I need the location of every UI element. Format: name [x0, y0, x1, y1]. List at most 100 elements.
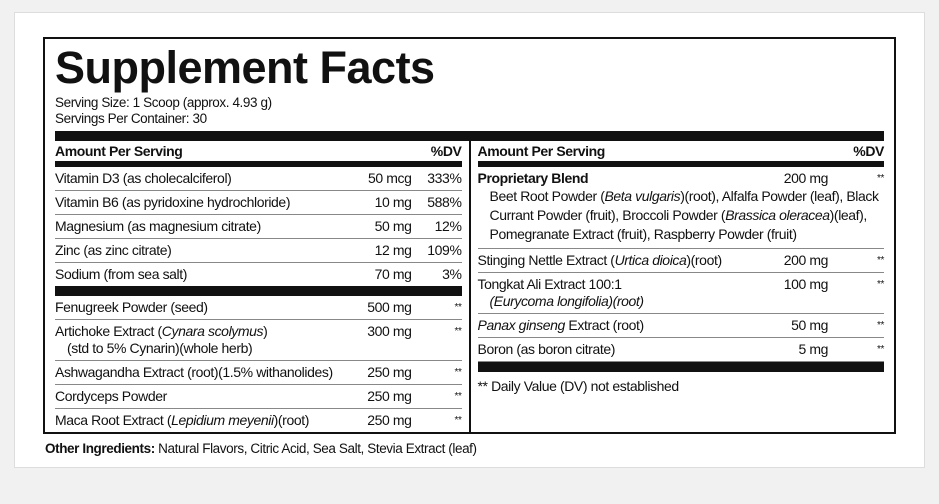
ingredient-amount: 250 mg — [367, 364, 412, 380]
ingredient-name: Ashwagandha Extract (root)(1.5% withanol… — [55, 364, 340, 381]
ingredient-dv: ** — [454, 415, 462, 426]
ingredient-amount: 200 mg — [783, 170, 829, 186]
ingredient-amount: 500 mg — [367, 299, 412, 315]
page-card: Supplement Facts Serving Size: 1 Scoop (… — [14, 12, 925, 468]
ingredient-dv: ** — [454, 302, 462, 313]
ingredient-row: Stinging Nettle Extract (Urtica dioica)(… — [477, 249, 884, 273]
text-segment: Stinging Nettle Extract ( — [477, 252, 615, 268]
text-segment: Cynara scolymus — [161, 323, 264, 339]
ingredient-amount: 50 mcg — [367, 170, 412, 186]
text-segment: Fenugreek Powder (seed) — [55, 299, 208, 315]
ingredient-name-line: Magnesium (as magnesium citrate) — [55, 218, 340, 235]
ingredient-amount: 50 mg — [791, 317, 828, 333]
text-segment: Cordyceps Powder — [55, 388, 167, 404]
ingredient-row: Proprietary Blend 200 mg ** — [478, 167, 885, 187]
ingredient-row: Ashwagandha Extract (root)(1.5% withanol… — [55, 361, 462, 385]
amount-header: Amount Per Serving — [477, 143, 606, 159]
ingredient-name: Fenugreek Powder (seed) — [55, 299, 340, 316]
ingredient-amount: 70 mg — [374, 266, 412, 282]
text-segment: Beet Root Powder ( — [489, 188, 605, 204]
ingredient-name: Vitamin D3 (as cholecalciferol) — [55, 170, 340, 187]
ingredient-row: Maca Root Extract (Lepidium meyenii)(roo… — [55, 409, 462, 432]
ingredient-name-line: Sodium (from sea salt) — [55, 266, 340, 283]
ingredient-name: Boron (as boron citrate) — [478, 341, 739, 358]
ingredient-name: Maca Root Extract (Lepidium meyenii)(roo… — [55, 412, 340, 429]
ingredient-row: Sodium (from sea salt) 70 mg 3% — [55, 263, 462, 286]
ingredient-dv: ** — [877, 255, 884, 266]
ingredient-name: Magnesium (as magnesium citrate) — [55, 218, 340, 235]
columns: Amount Per Serving %DV Vitamin D3 (as ch… — [55, 141, 884, 432]
right-group: Stinging Nettle Extract (Urtica dioica)(… — [477, 249, 884, 362]
ingredient-amount: 300 mg — [367, 323, 412, 339]
text-segment: Extract (root) — [564, 317, 644, 333]
ingredient-row: Magnesium (as magnesium citrate) 50 mg 12% — [55, 215, 462, 239]
text-segment: )(leaf), Pomegranate Extract (fruit), Ra… — [489, 207, 868, 242]
amount-header: Amount Per Serving — [55, 143, 183, 159]
supplement-facts-panel: Supplement Facts Serving Size: 1 Scoop (… — [43, 37, 896, 434]
ingredient-row: Zinc (as zinc citrate) 12 mg 109% — [55, 239, 462, 263]
ingredient-name-line: Fenugreek Powder (seed) — [55, 299, 340, 316]
text-segment: ) — [263, 323, 268, 339]
text-segment: )(root) — [686, 252, 722, 268]
ingredient-dv: ** — [877, 279, 884, 290]
ingredient-row: Artichoke Extract (Cynara scolymus) (std … — [55, 320, 462, 361]
ingredient-detail: (std to 5% Cynarin)(whole herb) — [55, 340, 340, 357]
text-segment: Boron (as boron citrate) — [477, 341, 616, 357]
ingredient-dv: 588% — [427, 194, 462, 210]
ingredient-amount: 250 mg — [367, 412, 412, 428]
text-segment: Artichoke Extract ( — [55, 323, 162, 339]
ingredient-dv: ** — [877, 320, 884, 331]
text-segment: (std to 5% Cynarin)(whole herb) — [67, 340, 253, 356]
ingredient-row: Panax ginseng Extract (root) 50 mg ** — [477, 314, 884, 338]
text-segment: Vitamin D3 (as cholecalciferol) — [55, 170, 232, 186]
blend-ingredients: Beet Root Powder (Beta vulgaris)(root), … — [477, 187, 884, 249]
column-header: Amount Per Serving %DV — [55, 141, 462, 167]
other-ingredients: Other Ingredients: Natural Flavors, Citr… — [43, 440, 896, 457]
text-segment: Magnesium (as magnesium citrate) — [55, 218, 261, 234]
text-segment: Zinc (as zinc citrate) — [55, 242, 172, 258]
ingredient-name-line: Panax ginseng Extract (root) — [478, 317, 739, 334]
ingredient-amount: 12 mg — [374, 242, 412, 258]
column-divider — [468, 141, 471, 432]
ingredient-dv: 109% — [427, 242, 462, 258]
ingredient-dv: ** — [877, 344, 884, 355]
ingredient-name: Zinc (as zinc citrate) — [55, 242, 340, 259]
servings-per-container: Servings Per Container: 30 — [55, 111, 207, 126]
ingredient-name-line: Boron (as boron citrate) — [478, 341, 739, 358]
left-column: Amount Per Serving %DV Vitamin D3 (as ch… — [55, 141, 462, 432]
ingredient-name-line: Maca Root Extract (Lepidium meyenii)(roo… — [55, 412, 340, 429]
text-segment: Tongkat Ali Extract 100:1 — [477, 276, 622, 292]
ingredient-dv: 12% — [434, 218, 462, 234]
ingredient-name: Sodium (from sea salt) — [55, 266, 340, 283]
text-segment: Sodium (from sea salt) — [55, 266, 188, 282]
ingredient-dv: ** — [454, 367, 462, 378]
ingredient-dv: ** — [454, 391, 462, 402]
text-segment: Beta vulgaris — [604, 188, 681, 204]
ingredient-amount: 100 mg — [783, 276, 829, 292]
ingredient-amount: 250 mg — [367, 388, 412, 404]
ingredient-detail: (Eurycoma longifolia)(root) — [478, 293, 739, 310]
ingredient-name: Panax ginseng Extract (root) — [478, 317, 739, 334]
ingredient-name: Stinging Nettle Extract (Urtica dioica)(… — [478, 252, 739, 269]
text-segment: )(root), Alfalfa Powder (leaf), Black Cu… — [489, 188, 880, 223]
ingredient-name-line: Stinging Nettle Extract (Urtica dioica)(… — [478, 252, 739, 269]
ingredient-name-line: Tongkat Ali Extract 100:1 — [478, 276, 739, 293]
text-segment: Urtica dioica — [614, 252, 687, 268]
ingredient-dv: ** — [454, 326, 462, 337]
other-ingredients-label: Other Ingredients: — [45, 441, 155, 456]
ingredient-name-line: Vitamin D3 (as cholecalciferol) — [55, 170, 340, 187]
ingredient-dv: 3% — [442, 266, 462, 282]
ingredient-name: Artichoke Extract (Cynara scolymus) (std … — [55, 323, 340, 357]
ingredient-row: Vitamin D3 (as cholecalciferol) 50 mcg 333… — [55, 167, 462, 191]
text-segment: Maca Root Extract ( — [55, 412, 172, 428]
ingredient-row: Boron (as boron citrate) 5 mg ** — [477, 338, 884, 362]
ingredient-name-line: Artichoke Extract (Cynara scolymus) — [55, 323, 340, 340]
ingredient-name-line: Vitamin B6 (as pyridoxine hydrochloride) — [55, 194, 340, 211]
text-segment: (Eurycoma longifolia)(root) — [489, 293, 645, 309]
dv-header: %DV — [430, 143, 462, 159]
text-segment: Vitamin B6 (as pyridoxine hydrochloride) — [55, 194, 291, 210]
ingredient-name-line: Cordyceps Powder — [55, 388, 340, 405]
ingredient-amount: 10 mg — [374, 194, 412, 210]
ingredient-row: Cordyceps Powder 250 mg ** — [55, 385, 462, 409]
right-column: Amount Per Serving %DV Proprietary Blend… — [477, 141, 885, 432]
